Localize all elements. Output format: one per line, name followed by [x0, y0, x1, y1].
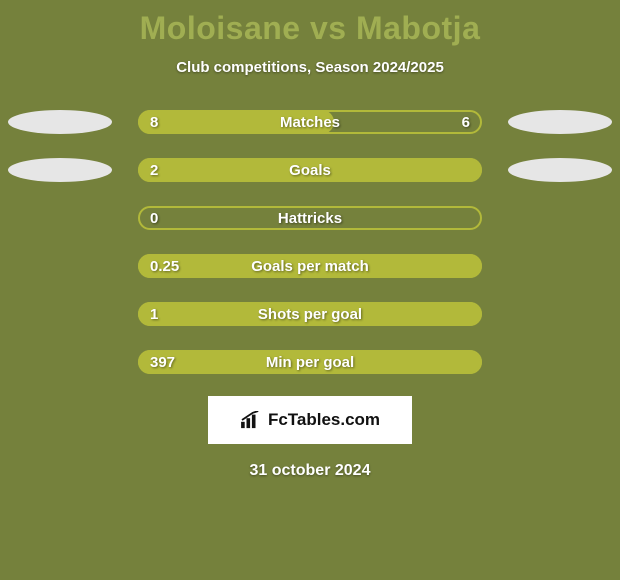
stat-label: Goals per match — [138, 254, 482, 278]
stat-row: 0Hattricks — [0, 206, 620, 230]
subtitle: Club competitions, Season 2024/2025 — [0, 59, 620, 76]
brand-badge: FcTables.com — [208, 396, 412, 444]
brand-name: FcTables.com — [268, 410, 380, 430]
chart-icon — [240, 411, 262, 429]
stat-rows: 86Matches 2Goals 0Hattricks 0.25Goals per m… — [0, 110, 620, 374]
stat-row: 2Goals — [0, 158, 620, 182]
stat-row: 0.25Goals per match — [0, 254, 620, 278]
stat-label: Goals — [138, 158, 482, 182]
player-b-badge — [508, 110, 612, 134]
stat-bar: 86Matches — [138, 110, 482, 134]
stat-bar: 2Goals — [138, 158, 482, 182]
stat-bar: 1Shots per goal — [138, 302, 482, 326]
stat-bar: 0.25Goals per match — [138, 254, 482, 278]
stat-row: 1Shots per goal — [0, 302, 620, 326]
player-b-name: Mabotja — [356, 10, 480, 46]
stat-label: Hattricks — [138, 206, 482, 230]
stat-label: Shots per goal — [138, 302, 482, 326]
stat-bar: 0Hattricks — [138, 206, 482, 230]
stat-row: 397Min per goal — [0, 350, 620, 374]
title-vs: vs — [310, 10, 347, 46]
player-a-badge — [8, 158, 112, 182]
stat-label: Min per goal — [138, 350, 482, 374]
player-a-badge — [8, 110, 112, 134]
player-b-badge — [508, 158, 612, 182]
stat-label: Matches — [138, 110, 482, 134]
stat-bar: 397Min per goal — [138, 350, 482, 374]
player-a-name: Moloisane — [140, 10, 301, 46]
page-title: Moloisane vs Mabotja — [0, 0, 620, 47]
footer-date: 31 october 2024 — [0, 462, 620, 480]
stat-row: 86Matches — [0, 110, 620, 134]
